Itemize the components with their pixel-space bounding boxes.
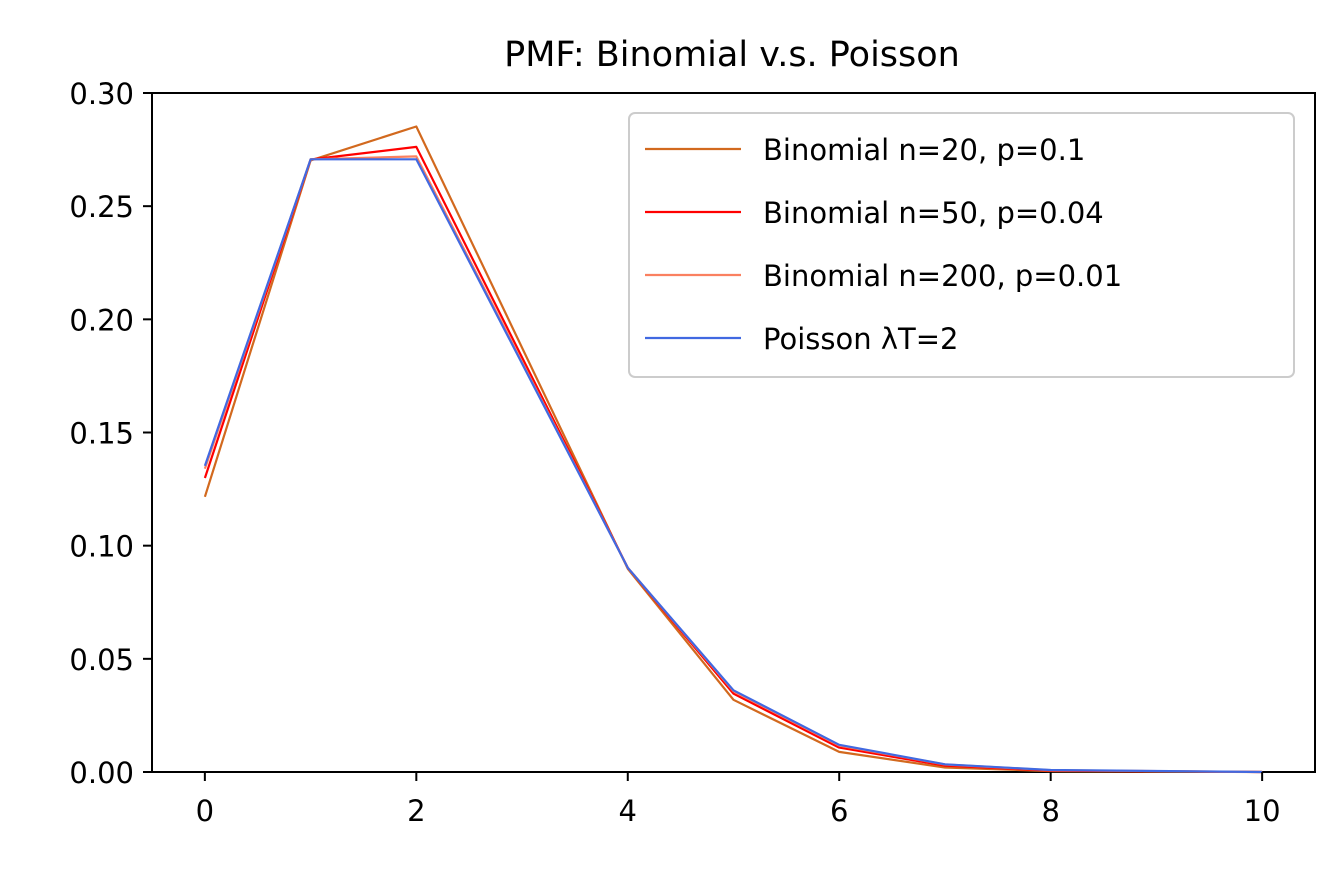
y-tick-label: 0.05 xyxy=(69,643,134,677)
y-tick-label: 0.30 xyxy=(69,77,134,111)
x-tick-label: 4 xyxy=(619,794,637,828)
legend-box xyxy=(628,112,1295,378)
plot-area: 0 2 4 6 8 10 0.00 0.05 0.10 0.15 0.20 0.25 0.30 xyxy=(69,77,1316,828)
x-tick-label: 2 xyxy=(407,794,425,828)
legend: Binomial n=20, p=0.1 Binomial n=50, p=0.0… xyxy=(628,112,1295,378)
series-lines xyxy=(203,125,1263,774)
y-tick-label: 0.10 xyxy=(69,530,134,564)
x-tick-label: 6 xyxy=(830,794,848,828)
y-tick-label: 0.20 xyxy=(69,303,134,337)
y-tick-label: 0.25 xyxy=(69,190,134,224)
y-tick-label: 0.00 xyxy=(69,756,134,790)
x-axis-ticks: 0 2 4 6 8 10 xyxy=(196,772,1281,828)
legend-label-2: Binomial n=50, p=0.04 xyxy=(763,196,1104,230)
y-tick-label: 0.15 xyxy=(69,417,134,451)
legend-label-3: Binomial n=200, p=0.01 xyxy=(763,259,1122,293)
chart-title: PMF: Binomial v.s. Poisson xyxy=(504,35,960,75)
legend-label-1: Binomial n=20, p=0.1 xyxy=(763,133,1085,167)
series-line-4 xyxy=(203,158,1263,774)
x-tick-label: 0 xyxy=(196,794,214,828)
y-axis-ticks: 0.00 0.05 0.10 0.15 0.20 0.25 0.30 xyxy=(69,77,152,790)
x-tick-label: 8 xyxy=(1041,794,1059,828)
legend-label-4: Poisson λT=2 xyxy=(763,322,958,356)
x-tick-label: 10 xyxy=(1244,794,1281,828)
